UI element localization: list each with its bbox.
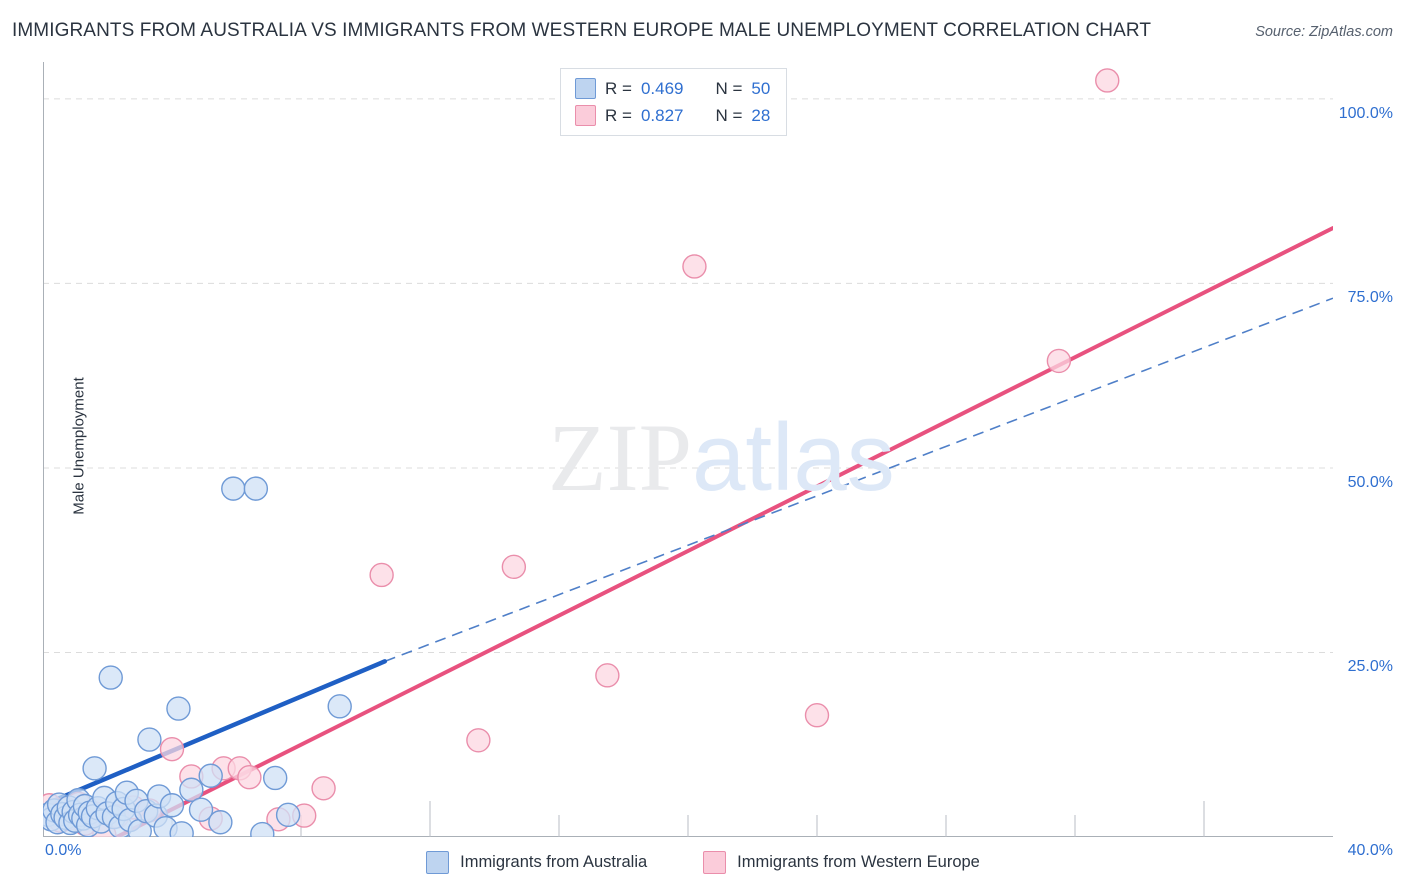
x-tick-label-min: 0.0% — [45, 842, 82, 859]
y-tick-label: 25.0% — [1347, 658, 1393, 676]
legend-label-australia: Immigrants from Australia — [460, 853, 648, 871]
legend-item-western-europe[interactable]: Immigrants from Western Europe — [703, 851, 980, 874]
stat-r-label-australia: R = — [605, 78, 632, 98]
data-point — [327, 694, 352, 719]
stat-n-value-australia: 50 — [751, 78, 771, 98]
legend-swatch-australia-icon — [426, 851, 450, 874]
scatter-plot-svg — [43, 62, 1333, 837]
stat-r-value-australia: 0.469 — [640, 78, 684, 98]
x-tick-label-max: 40.0% — [1347, 842, 1393, 859]
plot-area: ZIPatlas — [43, 62, 1333, 837]
stat-row-australia: R = 0.469 N = 50 — [575, 78, 770, 99]
page-title: IMMIGRANTS FROM AUSTRALIA VS IMMIGRANTS … — [12, 20, 1152, 41]
legend-item-australia[interactable]: Immigrants from Australia — [426, 851, 647, 874]
data-point — [82, 756, 107, 781]
data-point — [159, 736, 185, 762]
data-point — [250, 821, 275, 837]
data-point — [179, 777, 204, 802]
points-western-europe — [43, 68, 1120, 837]
data-point — [682, 254, 707, 279]
data-point — [237, 765, 262, 790]
data-point — [1046, 348, 1072, 374]
series-legend: Immigrants from Australia Immigrants fro… — [0, 851, 1406, 874]
data-point — [188, 797, 214, 822]
data-point — [466, 728, 491, 753]
data-point — [169, 821, 194, 837]
stat-row-western-europe: R = 0.827 N = 28 — [575, 105, 770, 126]
data-point — [262, 765, 288, 791]
data-point — [159, 793, 185, 818]
legend-label-western-europe: Immigrants from Western Europe — [737, 853, 980, 871]
legend-swatch-western-europe-icon — [703, 851, 727, 874]
source-attribution: Source: ZipAtlas.com — [1255, 24, 1393, 40]
trend-line-western-europe — [112, 226, 1333, 837]
stat-swatch-western-europe-icon — [575, 105, 596, 126]
y-tick-label: 50.0% — [1347, 473, 1393, 491]
correlation-stats-legend: R = 0.469 N = 50 R = 0.827 N = 28 — [560, 68, 788, 136]
trend-line-australia-extension — [384, 297, 1333, 663]
stat-n-value-western-europe: 28 — [751, 105, 771, 125]
data-point — [137, 727, 162, 752]
stat-r-label-western-europe: R = — [605, 105, 632, 125]
data-point — [243, 476, 269, 501]
data-point — [1095, 68, 1120, 93]
y-tick-label: 100.0% — [1338, 104, 1393, 122]
data-point — [166, 696, 191, 721]
data-point — [804, 703, 830, 728]
y-tick-label: 75.0% — [1347, 289, 1393, 307]
data-point — [275, 802, 301, 828]
data-point — [208, 810, 233, 835]
data-point — [311, 776, 336, 801]
points-australia — [43, 476, 352, 837]
stat-n-label-western-europe: N = — [715, 105, 743, 125]
stat-r-value-western-europe: 0.827 — [640, 105, 684, 125]
trend-line-australia — [45, 659, 388, 806]
data-point — [501, 554, 527, 580]
stat-n-label-australia: N = — [715, 78, 743, 98]
data-point — [98, 665, 123, 690]
data-point — [595, 663, 620, 688]
data-point — [198, 763, 223, 788]
data-point — [369, 562, 394, 588]
data-point — [221, 476, 246, 501]
stat-swatch-australia-icon — [575, 78, 596, 99]
